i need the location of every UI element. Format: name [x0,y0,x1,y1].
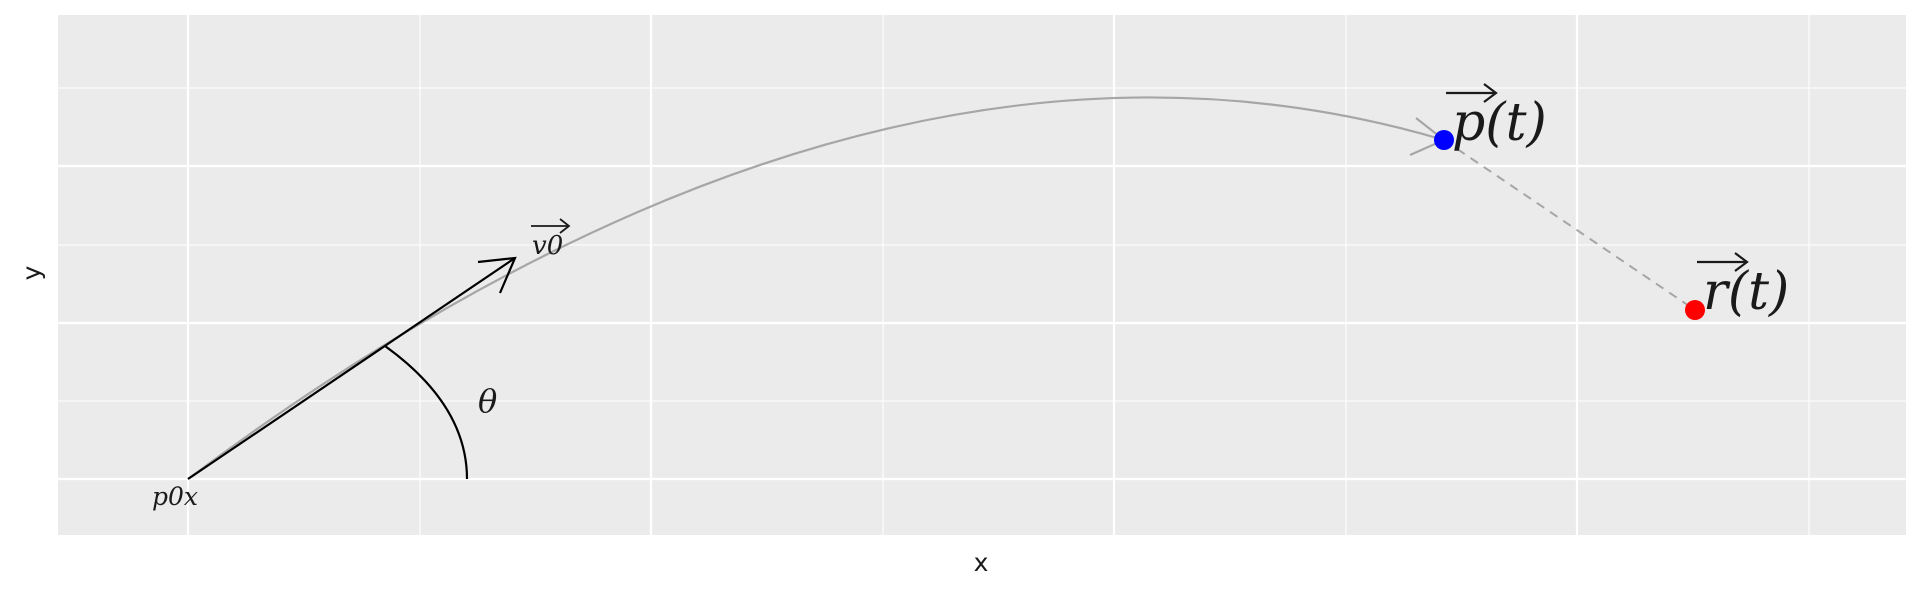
target-label: r(t) [1703,262,1789,322]
angle-label: θ [478,382,497,420]
grid [58,15,1906,535]
plot-area [58,15,1906,535]
velocity-label-arrowtip [559,218,571,234]
projectile-label: p(t) [1452,93,1547,153]
velocity-arrowhead [477,256,517,294]
projectile-point [1434,130,1454,150]
y-axis-label: y [17,265,46,280]
separation-line [1443,139,1696,311]
x-axis-label: x [974,548,989,577]
velocity-label: v0 [532,231,563,261]
projectile-label-arrowtip [1483,83,1498,103]
origin-label: p0x [152,482,198,511]
velocity-vector [187,257,516,480]
target-point [1685,300,1705,320]
angle-arc [384,345,469,480]
target-label-arrowtip [1734,252,1749,272]
